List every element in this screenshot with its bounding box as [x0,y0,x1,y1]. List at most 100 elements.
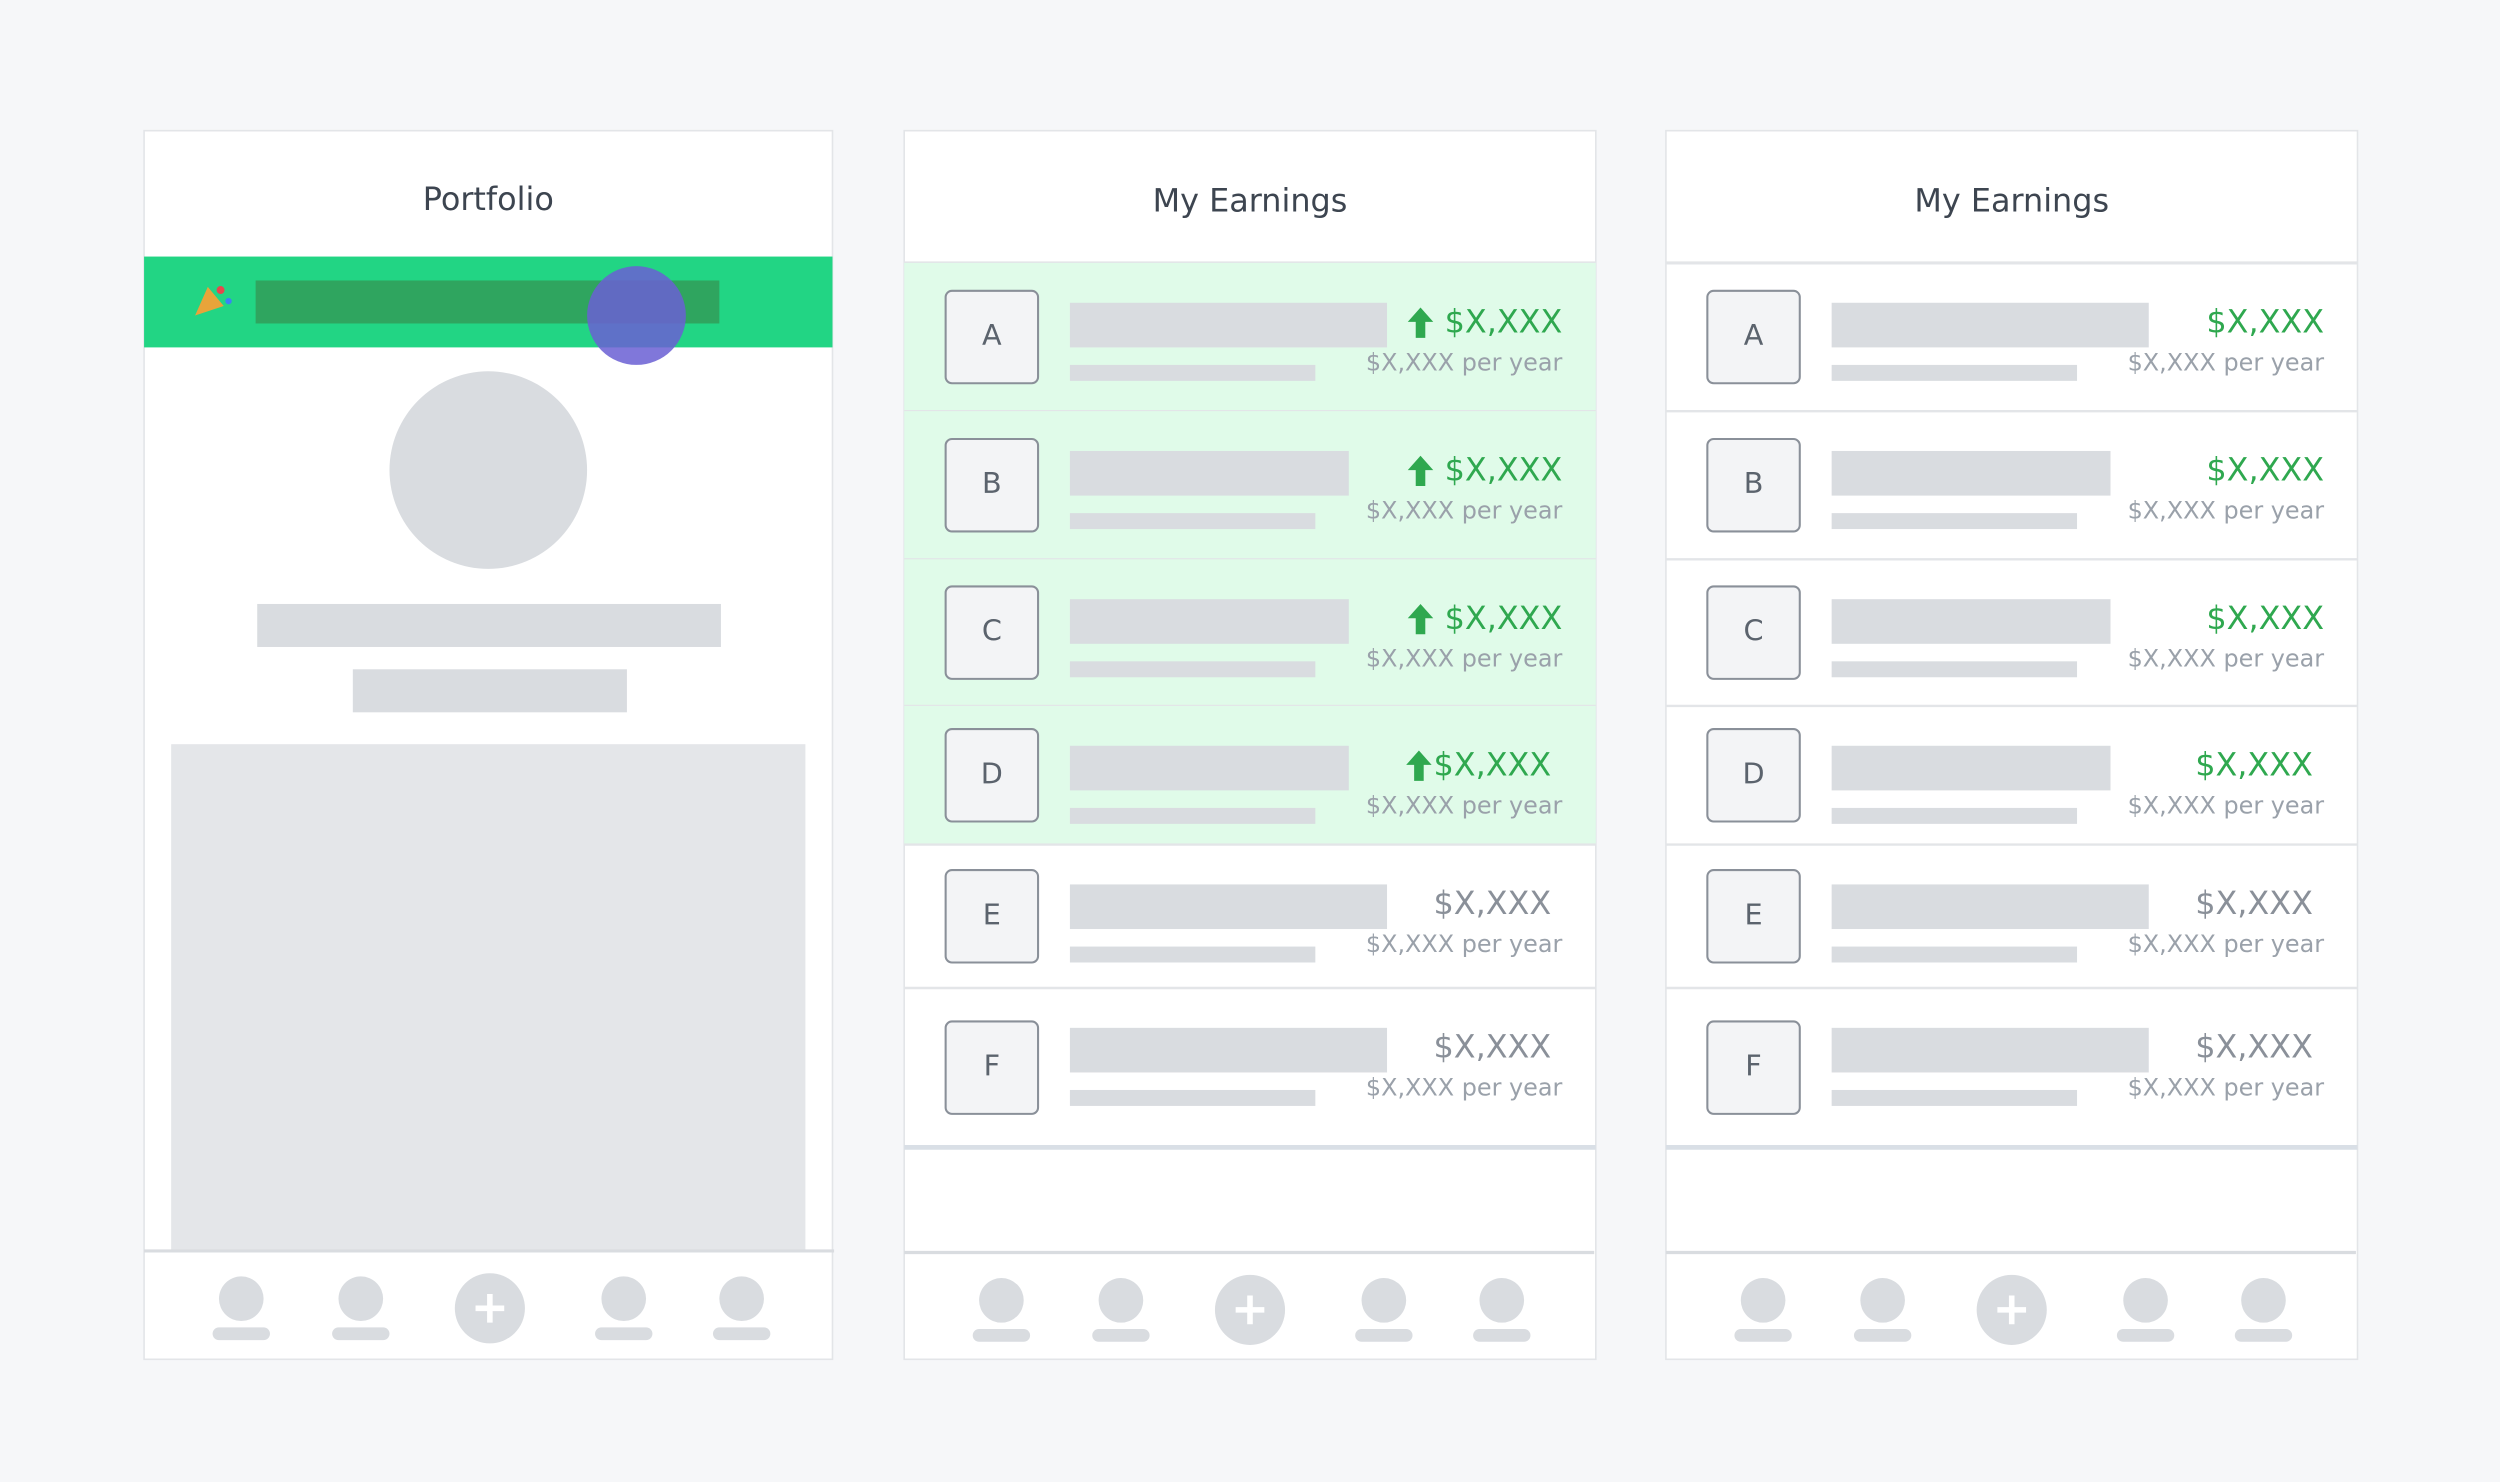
row-label: F [984,1049,1001,1083]
row-badge[interactable] [1706,437,1801,533]
nav-icon[interactable] [338,1276,384,1322]
nav-icon[interactable] [218,1276,264,1322]
nav-label [212,1327,270,1341]
row-per-year: $X,XXX per year [1366,645,1563,673]
nav-label [1853,1329,1912,1342]
nav-icon[interactable] [1479,1278,1525,1323]
row-title-placeholder [1831,884,2149,930]
row-subtitle-placeholder [1831,661,2078,678]
row-label: A [982,318,1002,352]
nav-icon[interactable] [979,1278,1024,1323]
nav-icon[interactable] [601,1276,647,1322]
row-per-year: $X,XXX per year [1366,930,1563,958]
nav-icon[interactable] [2241,1278,2286,1323]
row-title-placeholder [1831,302,2149,348]
row-title-placeholder [1069,599,1349,644]
up-arrow [1406,750,1432,781]
nav-icon[interactable] [1361,1278,1407,1323]
screen-title: Portfolio [423,180,554,218]
row-amount: $X,XXX [2195,745,2313,783]
row-label: B [1744,466,1764,500]
nav-label [972,1329,1031,1342]
row-subtitle-placeholder [1831,1089,2078,1106]
row-subtitle-placeholder [1069,946,1316,963]
row-amount: $X,XXX [1433,884,1551,922]
row-amount: $X,XXX [2206,451,2324,489]
row-badge[interactable] [1706,585,1801,680]
confetti [225,297,232,305]
nav-icon[interactable] [2123,1278,2168,1323]
row-amount: $X,XXX [1433,1028,1551,1066]
row-per-year: $X,XXX per year [1366,348,1563,376]
row-label: E [1744,897,1762,931]
avatar-placeholder [389,371,588,569]
content-placeholder [171,744,806,1251]
row-label: D [981,756,1003,790]
row-subtitle-placeholder [1831,807,2078,824]
row-per-year: $X,XXX per year [1366,791,1563,819]
plus-icon [475,1293,505,1323]
row-title-placeholder [1831,1027,2149,1073]
row-per-year: $X,XXX per year [2128,348,2325,376]
touch-indicator [587,266,686,365]
up-arrow [1407,603,1434,635]
row-per-year: $X,XXX per year [1366,497,1563,525]
row-badge[interactable] [944,437,1040,533]
nav-label [595,1327,653,1341]
row-title-placeholder [1069,884,1388,930]
plus-icon [1235,1295,1265,1325]
row-per-year: $X,XXX per year [2128,930,2325,958]
row-subtitle-placeholder [1069,364,1316,381]
row-badge[interactable] [1706,289,1801,385]
row-badge[interactable] [944,289,1040,385]
row-title-placeholder [1069,302,1388,348]
row-label: F [1745,1049,1761,1083]
nav-icon[interactable] [1740,1278,1786,1323]
nav-icon[interactable] [719,1276,764,1322]
nav-icon[interactable] [1098,1278,1144,1323]
party-icon [195,286,224,316]
screen-title: My Earnings [1914,181,2109,219]
row-badge[interactable] [1706,869,1801,964]
nav-label [1734,1329,1792,1342]
row-label: D [1743,756,1765,790]
nav-label [2116,1329,2175,1342]
row-subtitle-placeholder [1069,1089,1316,1106]
nav-label [712,1327,771,1341]
row-badge[interactable] [944,1020,1040,1115]
nav-label [1355,1329,1413,1342]
row-per-year: $X,XXX per year [2128,1073,2325,1101]
row-label: C [982,614,1002,648]
row-title-placeholder [1069,745,1349,791]
row-badge[interactable] [944,869,1040,964]
row-title-placeholder [1831,745,2111,791]
row-per-year: $X,XXX per year [1366,1073,1563,1101]
row-subtitle-placeholder [1831,946,2078,963]
row-subtitle-placeholder [1069,661,1316,678]
row-amount: $X,XXX [1445,451,1563,489]
row-per-year: $X,XXX per year [2128,791,2325,819]
row-amount: $X,XXX [2195,1028,2313,1066]
subtitle-placeholder [352,669,627,713]
row-amount: $X,XXX [2195,884,2313,922]
row-amount: $X,XXX [1445,302,1563,340]
nav-icon[interactable] [1860,1278,1905,1323]
row-badge[interactable] [944,728,1040,823]
row-badge[interactable] [1706,1020,1801,1115]
row-title-placeholder [1831,450,2111,496]
row-badge[interactable] [1706,728,1801,823]
row-label: C [1744,614,1764,648]
row-label: E [983,897,1001,931]
row-badge[interactable] [944,585,1040,680]
row-title-placeholder [1069,1027,1388,1073]
up-arrow [1407,455,1434,487]
row-amount: $X,XXX [1445,599,1563,637]
row-title-placeholder [1069,450,1349,496]
nav-label [1092,1329,1150,1342]
row-label: B [982,466,1002,500]
nav-label [2234,1329,2293,1342]
nav-label [1473,1329,1531,1342]
nav-label [332,1327,390,1341]
